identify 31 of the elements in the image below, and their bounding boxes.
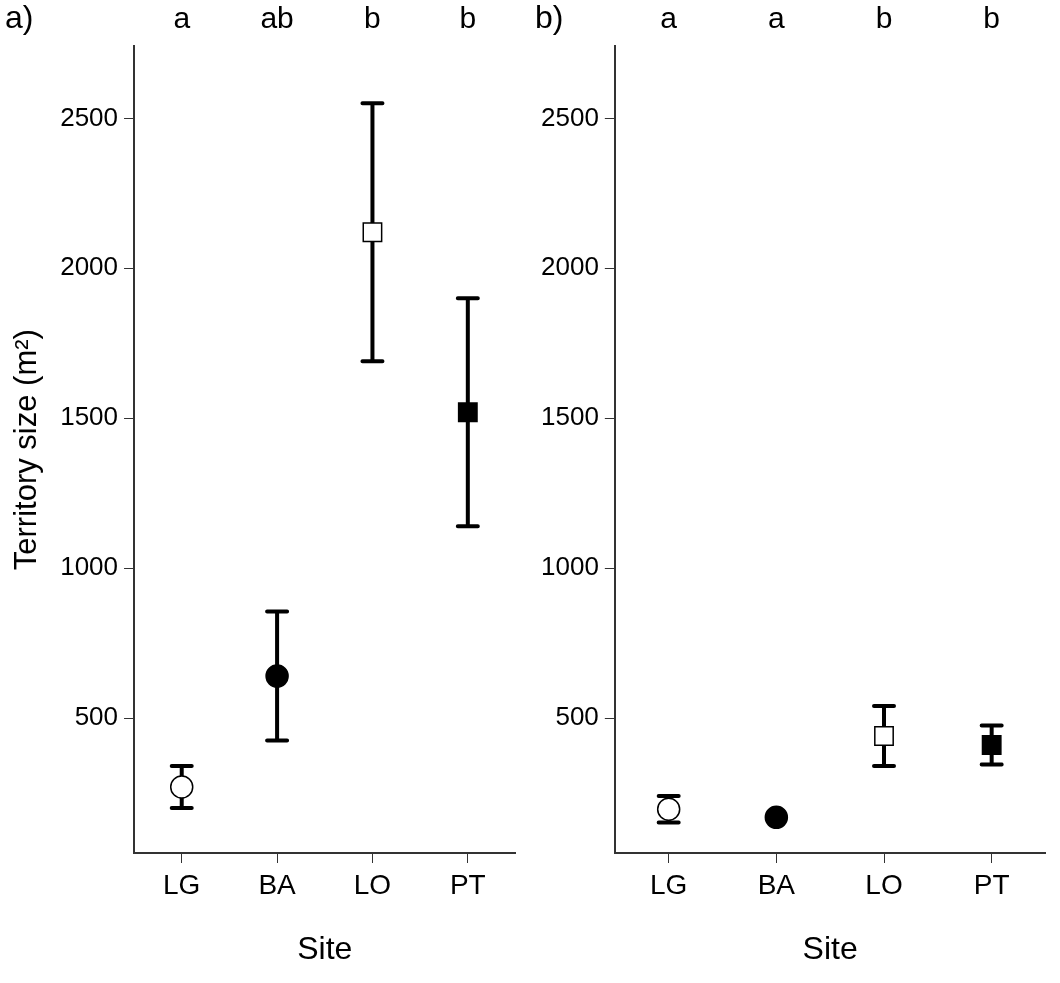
chart-title: a)	[5, 0, 34, 36]
y-axis-title: Territory size (m²)	[8, 329, 44, 571]
x-tick-label: LO	[353, 868, 392, 900]
x-tick-label: LO	[865, 868, 903, 900]
chart-title: b)	[535, 0, 564, 36]
y-tick-label: 1500	[60, 401, 119, 432]
x-axis-title: Site	[802, 929, 858, 966]
x-tick-label: LG	[649, 868, 688, 900]
x-tick-label: LG	[163, 868, 201, 900]
text: b	[364, 1, 381, 35]
text: b	[875, 1, 893, 35]
text: a	[173, 1, 191, 35]
x-tick-label: PT	[973, 868, 1010, 900]
x-tick-label: BA	[258, 868, 297, 900]
x-axis-title: Site	[297, 929, 353, 966]
y-tick-label: 2000	[541, 251, 599, 282]
text: ab	[260, 1, 294, 35]
y-tick-label: 2500	[541, 101, 599, 132]
text: a	[767, 1, 785, 35]
y-tick-label: 2500	[60, 101, 119, 132]
y-tick-label: 500	[74, 701, 119, 732]
y-tick-label: 1000	[60, 551, 119, 582]
text: b	[983, 1, 1001, 35]
text: a	[660, 1, 678, 35]
y-tick-label: 1500	[541, 401, 599, 432]
y-tick-label: 500	[555, 701, 599, 732]
x-tick-label: PT	[449, 868, 486, 900]
x-tick-label: BA	[757, 868, 796, 900]
y-tick-label: 1000	[541, 551, 599, 582]
y-tick-label: 2000	[60, 251, 119, 282]
text: b	[459, 1, 477, 35]
